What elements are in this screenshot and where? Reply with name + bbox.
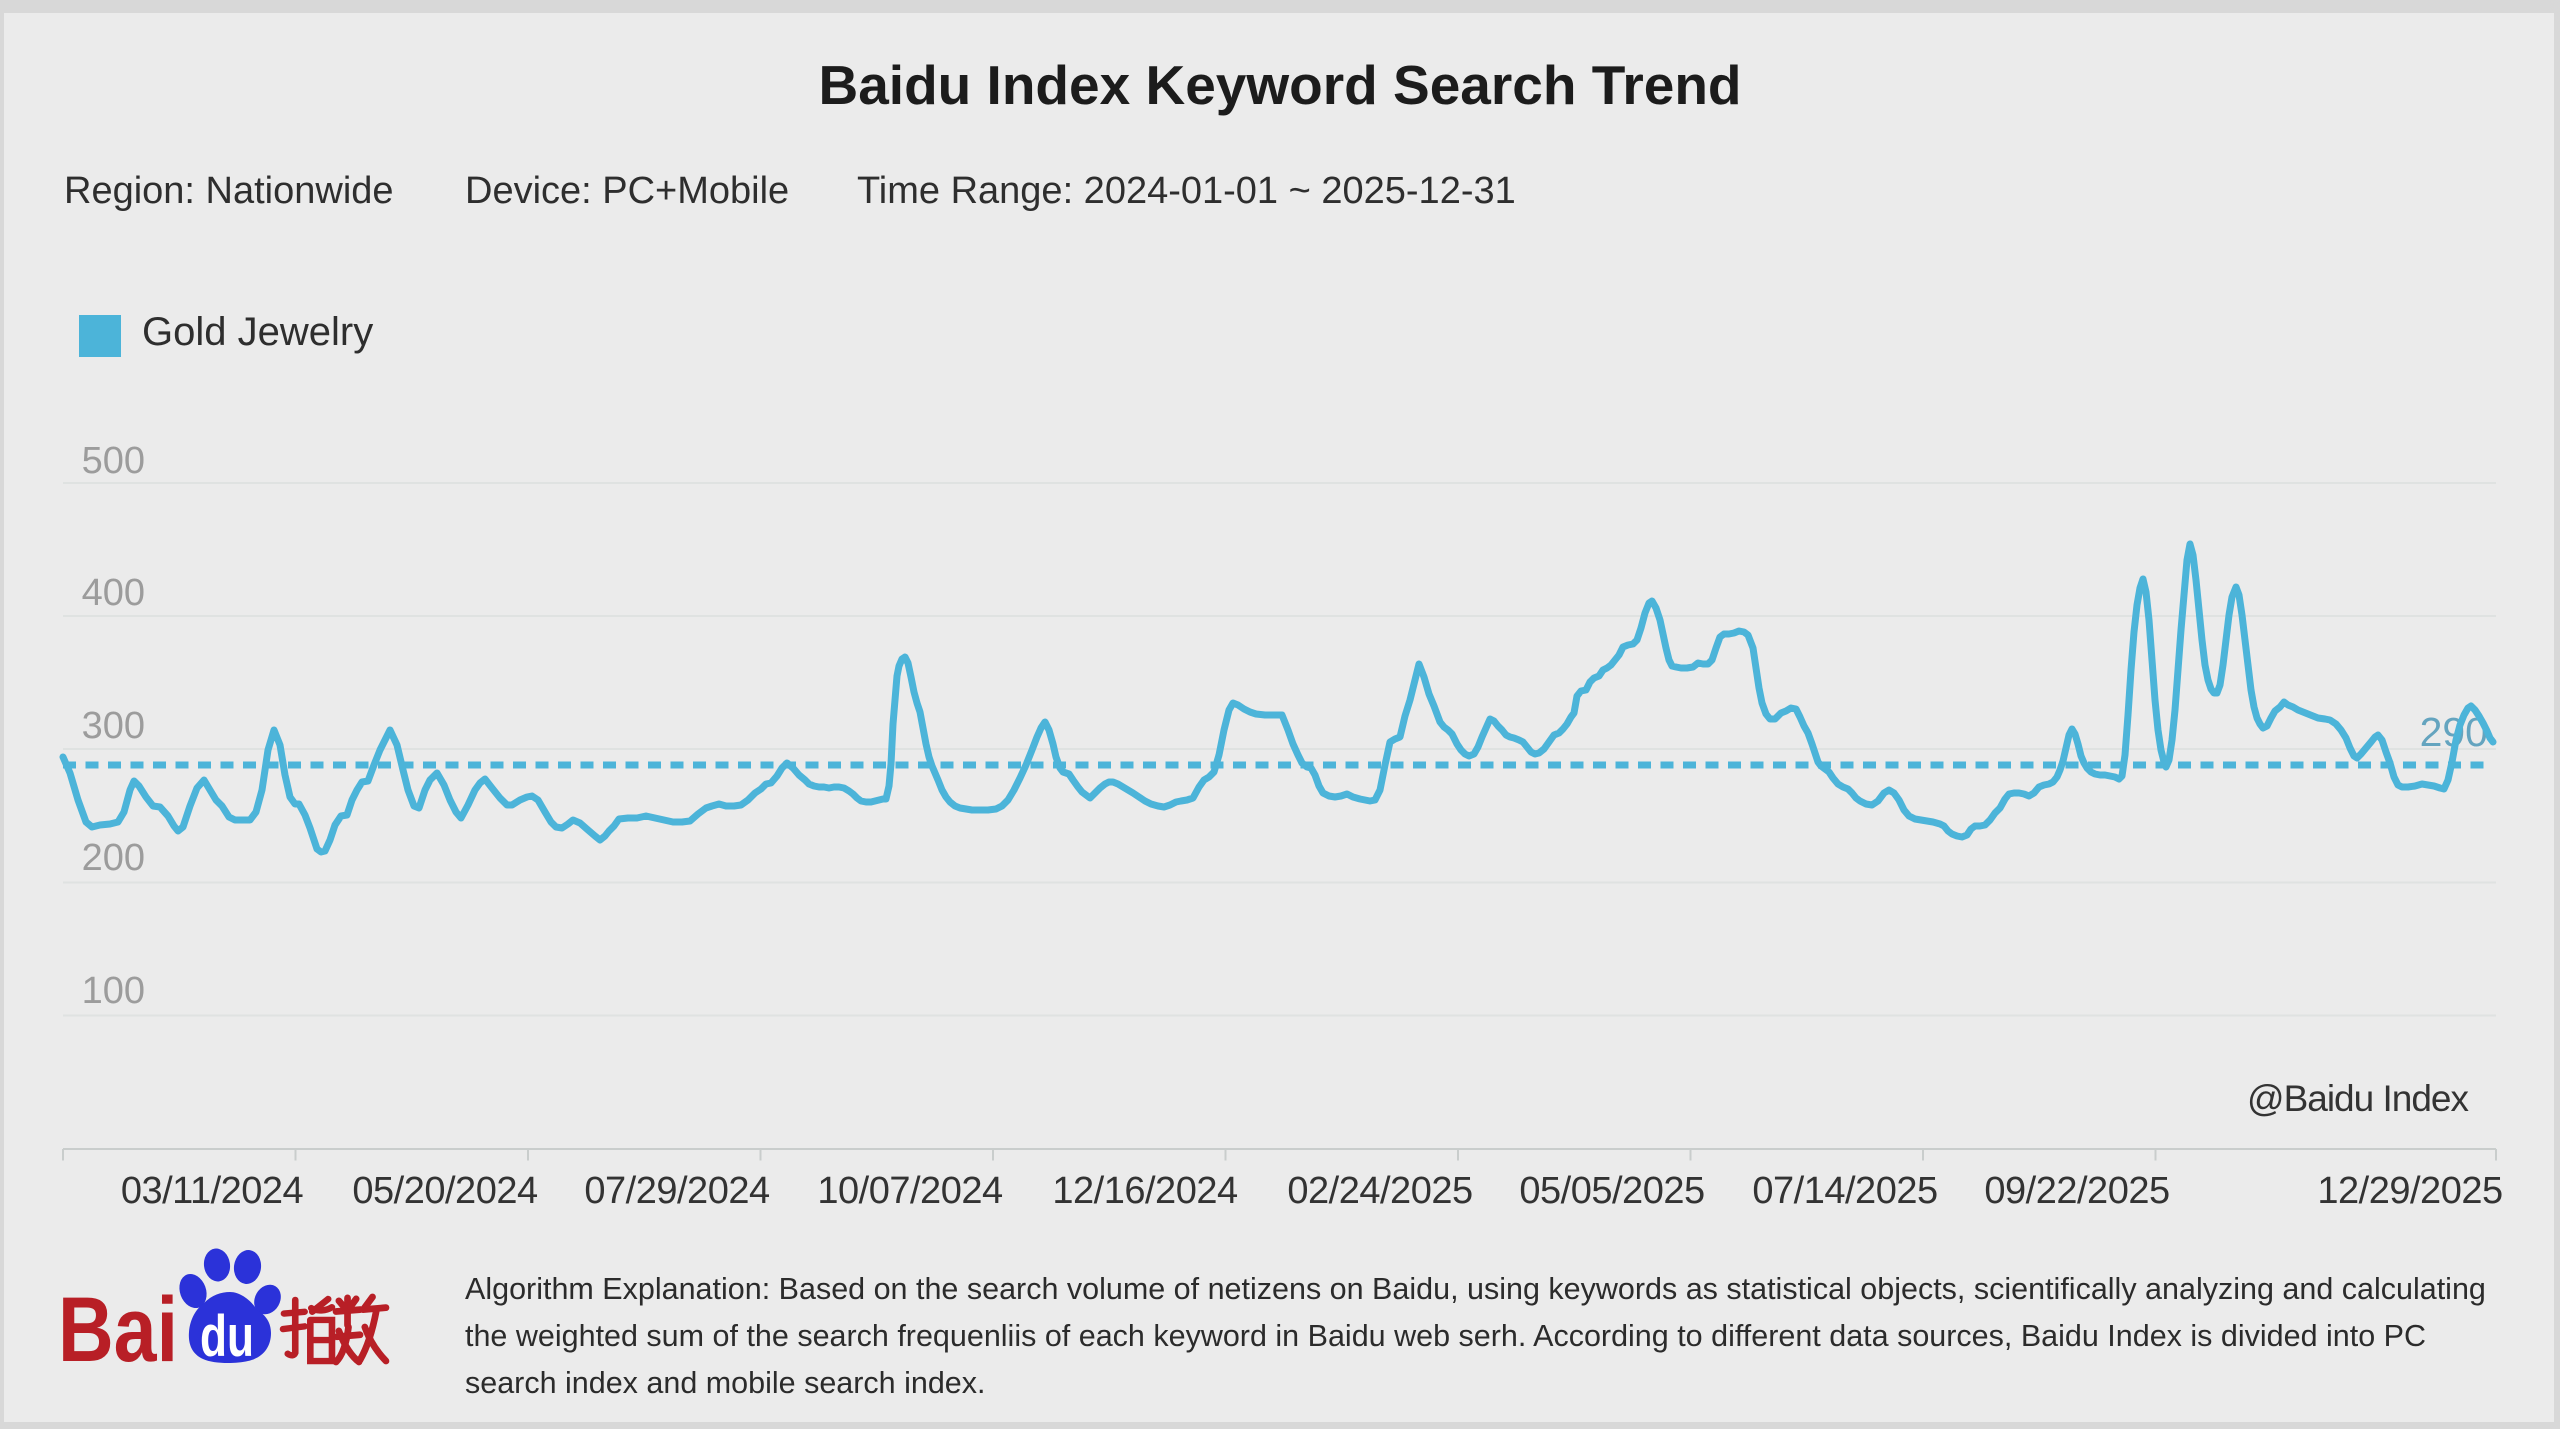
svg-text:du: du [200,1304,254,1369]
svg-text:Bai: Bai [58,1279,178,1381]
